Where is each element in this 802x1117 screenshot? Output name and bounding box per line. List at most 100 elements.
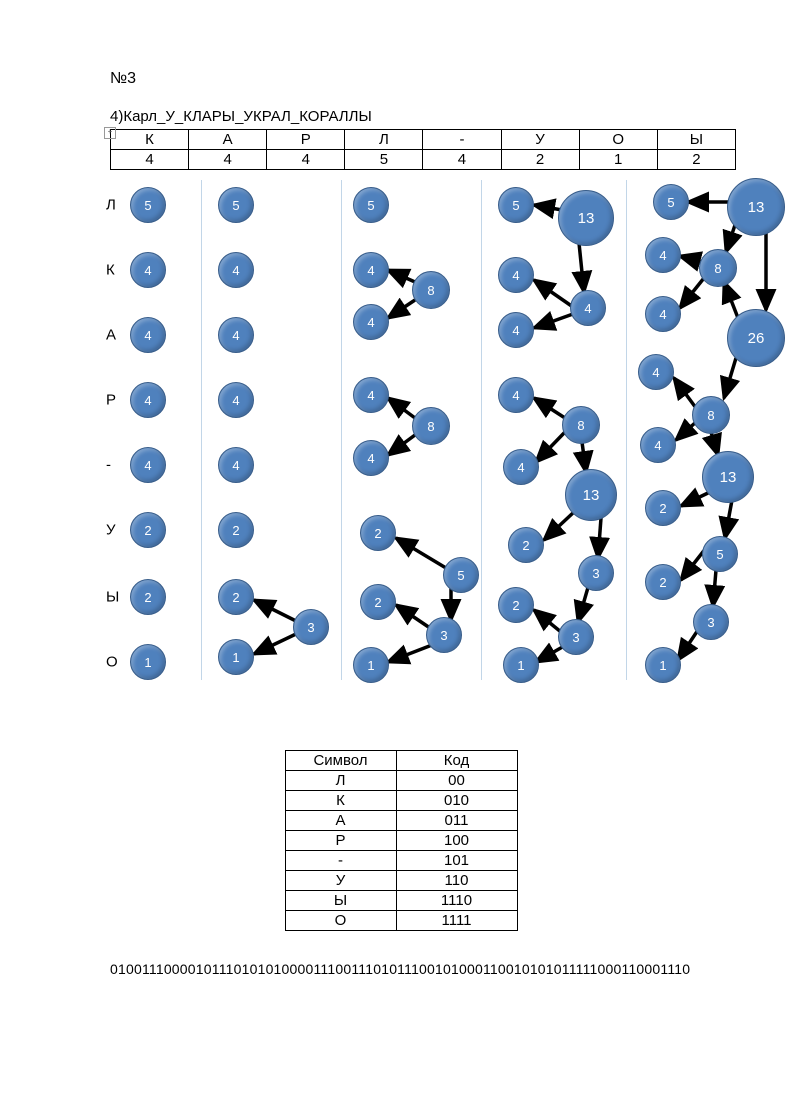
code-table-row: А011 [285, 811, 517, 831]
tree-node: 13 [558, 190, 614, 246]
freq-col-header: А [189, 130, 267, 150]
code-symbol: Л [285, 771, 396, 791]
freq-col-header: У [501, 130, 579, 150]
tree-node: 4 [218, 382, 254, 418]
row-label: А [106, 327, 116, 344]
tree-arrow [680, 256, 702, 262]
tree-arrow [536, 432, 565, 462]
tree-node: 13 [565, 469, 617, 521]
tree-node: 2 [645, 564, 681, 600]
freq-col-header: К [111, 130, 189, 150]
row-label: У [106, 522, 116, 539]
tree-node: 2 [130, 579, 166, 615]
frequency-table: КАРЛ-УОЫ 44454212 [110, 129, 736, 170]
tree-node: 1 [130, 644, 166, 680]
tree-node: 4 [645, 296, 681, 332]
tree-arrow [678, 630, 698, 660]
tree-node: 2 [508, 527, 544, 563]
tree-arrow [388, 645, 432, 662]
freq-col-header: Ы [657, 130, 735, 150]
freq-col-value: 4 [423, 150, 501, 170]
tree-arrow [544, 512, 574, 540]
tree-node: 4 [498, 312, 534, 348]
tree-node: 4 [353, 304, 389, 340]
freq-col-value: 4 [189, 150, 267, 170]
tree-node: 4 [130, 252, 166, 288]
tree-arrow [582, 442, 586, 472]
code-value: 101 [396, 851, 517, 871]
tree-node: 4 [218, 317, 254, 353]
row-label: Р [106, 392, 116, 409]
freq-col-value: 4 [267, 150, 345, 170]
row-label: Л [106, 197, 116, 214]
code-table-row: О1111 [285, 911, 517, 931]
tree-arrow [534, 280, 573, 307]
tree-node: 5 [702, 536, 738, 572]
encoded-binary-string: 0100111000010111010101000011100111010111… [110, 961, 692, 977]
tree-arrow [579, 243, 584, 292]
code-symbol: К [285, 791, 396, 811]
tree-arrow [534, 398, 565, 418]
freq-col-value: 5 [345, 150, 423, 170]
exercise-number: №3 [110, 70, 692, 88]
tree-node: 2 [498, 587, 534, 623]
tree-node: 1 [645, 647, 681, 683]
tree-node: 4 [645, 237, 681, 273]
tree-node: 5 [353, 187, 389, 223]
code-value: 010 [396, 791, 517, 811]
tree-arrow [254, 634, 296, 654]
tree-node: 4 [640, 427, 676, 463]
tree-node: 4 [503, 449, 539, 485]
column-divider [626, 180, 627, 680]
freq-col-header: О [579, 130, 657, 150]
tree-node: 4 [130, 447, 166, 483]
tree-node: 4 [130, 382, 166, 418]
tree-node: 2 [360, 515, 396, 551]
code-value: 011 [396, 811, 517, 831]
code-symbol: Р [285, 831, 396, 851]
code-value: 1110 [396, 891, 517, 911]
code-symbol: Ы [285, 891, 396, 911]
tree-node: 4 [353, 377, 389, 413]
tree-node: 4 [498, 377, 534, 413]
tree-node: 8 [699, 249, 737, 287]
table-anchor-icon: + [104, 127, 116, 139]
tree-arrow [711, 432, 718, 455]
tree-node: 5 [443, 557, 479, 593]
tree-node: 1 [353, 647, 389, 683]
tree-arrow [396, 538, 446, 568]
code-table-row: Р100 [285, 831, 517, 851]
tree-arrow [388, 300, 415, 318]
tree-node: 2 [360, 584, 396, 620]
column-divider [201, 180, 202, 680]
tree-arrow [724, 358, 736, 398]
tree-node: 4 [570, 290, 606, 326]
code-table-row: Л00 [285, 771, 517, 791]
tree-node: 3 [558, 619, 594, 655]
freq-col-header: Р [267, 130, 345, 150]
tree-node: 3 [578, 555, 614, 591]
tree-node: 4 [498, 257, 534, 293]
code-value: 1111 [396, 911, 517, 931]
tree-node: 13 [702, 451, 754, 503]
tree-node: 1 [218, 639, 254, 675]
tree-arrow [396, 605, 430, 628]
tree-arrow [725, 500, 732, 538]
code-symbol: О [285, 911, 396, 931]
tree-arrow [681, 492, 710, 506]
tree-node: 4 [353, 440, 389, 476]
tree-node: 4 [130, 317, 166, 353]
column-divider [341, 180, 342, 680]
tree-node: 13 [727, 178, 785, 236]
tree-node: 8 [412, 271, 450, 309]
freq-col-value: 2 [501, 150, 579, 170]
tree-node: 2 [645, 490, 681, 526]
tree-arrow [676, 422, 696, 440]
code-table-row: У110 [285, 871, 517, 891]
tree-diagram: ЛКАР-УЫО54444221544442213544844822531513… [106, 180, 692, 690]
tree-arrow [388, 435, 415, 455]
code-table-header-code: Код [396, 751, 517, 771]
tree-arrow [534, 314, 573, 328]
tree-arrow [254, 600, 296, 621]
tree-arrow [534, 205, 562, 210]
